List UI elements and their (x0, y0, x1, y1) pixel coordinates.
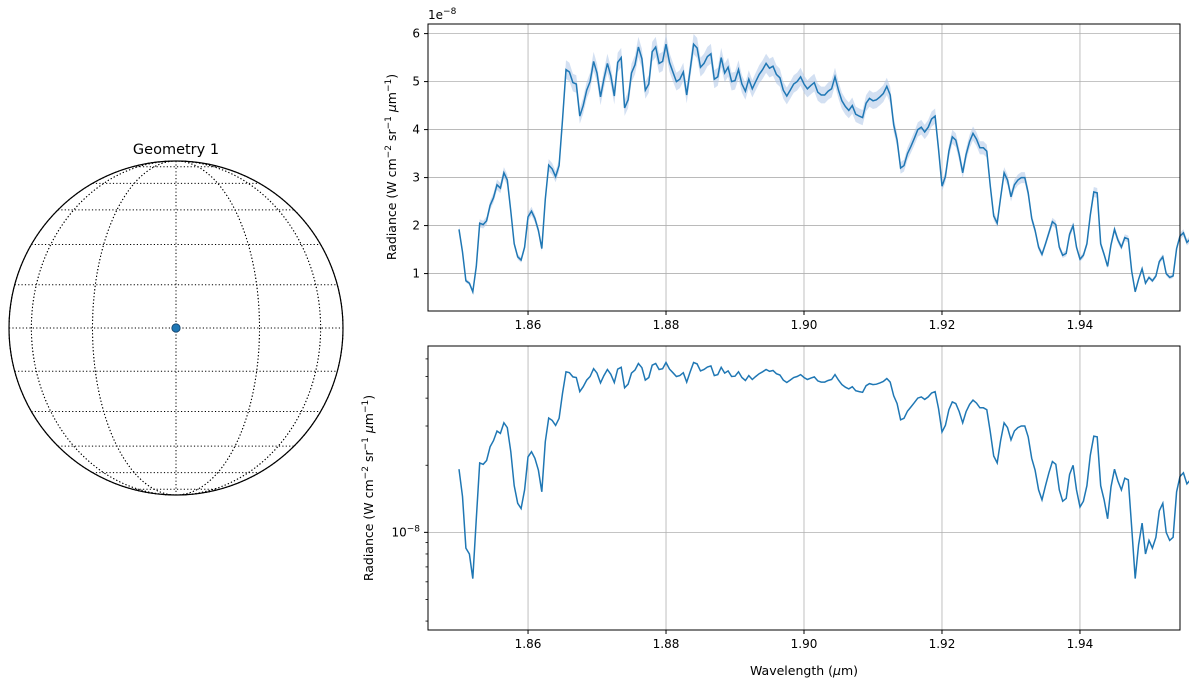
top-y-tick-label: 2 (412, 219, 420, 233)
bottom-x-axis-label: Wavelength (μm) (750, 663, 858, 678)
top-x-tick-label: 1.88 (653, 318, 680, 332)
top-y-ticks: 1 2 3 4 5 6 (412, 27, 428, 281)
top-x-ticks: 1.86 1.88 1.90 1.92 1.94 (515, 311, 1094, 332)
top-offset-label: 1e−8 (428, 7, 457, 22)
meridian-line (92, 160, 260, 496)
bottom-y-tick-label: 10−8 (391, 524, 420, 539)
bottom-y-axis-label: Radiance (W cm−2 sr−1 μm−1) (361, 395, 376, 581)
bottom-x-tick-label: 1.90 (791, 637, 818, 651)
linear-radiance-chart: 1.86 1.88 1.90 1.92 1.94 1 2 3 4 5 6 1e−8 Radianc… (384, 7, 1189, 332)
bottom-gridlines (428, 346, 1180, 630)
top-x-tick-label: 1.90 (791, 318, 818, 332)
bottom-x-tick-label: 1.88 (653, 637, 680, 651)
bottom-x-tick-label: 1.92 (929, 637, 956, 651)
bottom-y-ticks: 10−8 (391, 358, 428, 622)
top-y-tick-label: 3 (412, 171, 420, 185)
globe-title: Geometry 1 (133, 142, 219, 158)
bottom-radiance-line (458, 360, 1189, 579)
top-x-tick-label: 1.92 (929, 318, 956, 332)
top-y-axis-label: Radiance (W cm−2 sr−1 μm−1) (384, 74, 399, 260)
top-y-tick-label: 6 (412, 27, 420, 41)
top-gridlines (428, 24, 1180, 311)
top-y-tick-label: 1 (412, 267, 420, 281)
top-x-tick-label: 1.94 (1067, 318, 1094, 332)
top-radiance-line (458, 42, 1189, 295)
top-y-tick-label: 5 (412, 75, 420, 89)
globe-outline (8, 160, 344, 496)
bottom-x-tick-label: 1.94 (1067, 637, 1094, 651)
bottom-x-ticks: 1.86 1.88 1.90 1.92 1.94 (515, 630, 1094, 651)
log-radiance-chart: 1.86 1.88 1.90 1.92 1.94 10−8 Wavelength (μm… (361, 345, 1189, 678)
globe-panel: Geometry 1 (8, 142, 344, 496)
top-uncertainty-band (459, 34, 1189, 294)
top-x-tick-label: 1.86 (515, 318, 542, 332)
bottom-x-tick-label: 1.86 (515, 637, 542, 651)
top-y-tick-label: 4 (412, 123, 420, 137)
observation-point (171, 323, 181, 333)
